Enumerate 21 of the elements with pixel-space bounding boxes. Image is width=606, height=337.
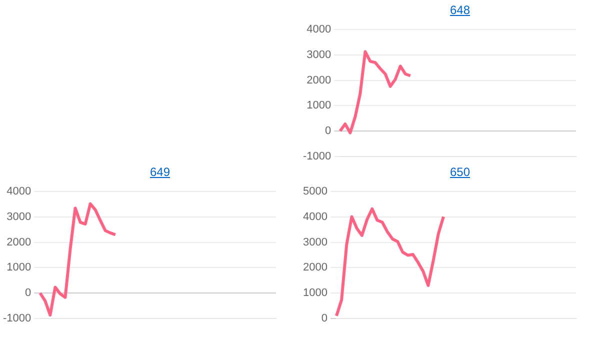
y-tick-label: 4000 — [302, 210, 328, 223]
y-tick-label: -1000 — [302, 150, 332, 162]
chart-title: 649 — [148, 164, 172, 181]
y-tick-label: 2000 — [302, 262, 328, 274]
y-tick-label: 2000 — [306, 74, 332, 86]
y-tick-label: -1000 — [2, 312, 32, 324]
y-tick-label: 4000 — [306, 24, 332, 36]
y-tick-label: 3000 — [306, 48, 332, 61]
y-tick-label: 0 — [321, 312, 328, 324]
y-tick-label: 0 — [325, 125, 332, 138]
y-tick-label: 2000 — [6, 236, 32, 248]
y-tick-label: 0 — [25, 287, 32, 300]
chart-title: 650 — [448, 164, 472, 181]
y-tick-label: 5000 — [302, 186, 328, 198]
y-tick-label: 1000 — [306, 100, 332, 112]
y-tick-label: 4000 — [6, 186, 32, 198]
y-tick-label: 3000 — [302, 236, 328, 248]
y-tick-label: 3000 — [6, 210, 32, 223]
y-tick-label: 1000 — [302, 287, 328, 300]
y-tick-label: 1000 — [6, 262, 32, 274]
chart-title: 648 — [448, 2, 472, 19]
